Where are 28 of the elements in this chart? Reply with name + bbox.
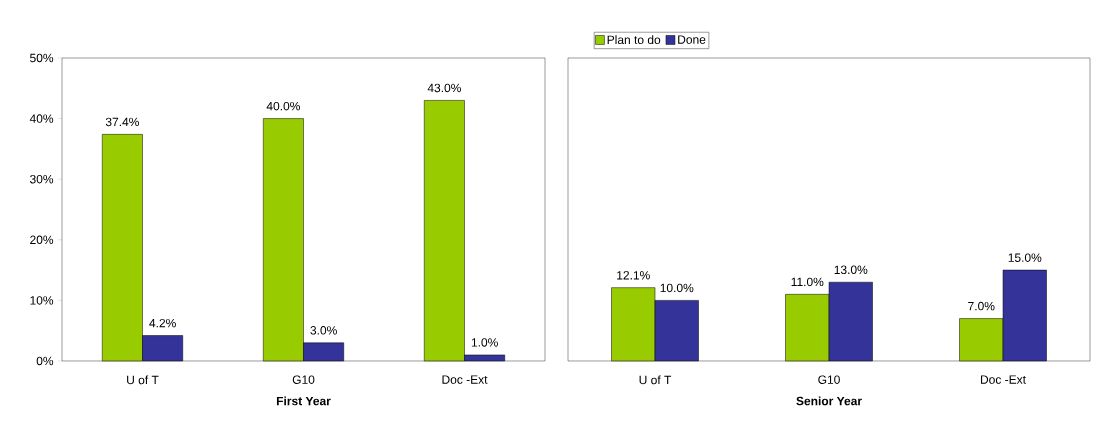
data-label: 12.1% bbox=[617, 271, 650, 280]
x-tick-label: Doc -Ext bbox=[442, 375, 488, 384]
x-tick-label: U of T bbox=[127, 375, 159, 385]
data-label: 40.0% bbox=[266, 101, 300, 111]
data-label: 3.0% bbox=[310, 326, 337, 335]
data-label: 11.0% bbox=[791, 277, 824, 287]
data-label: 15.0% bbox=[1008, 253, 1042, 262]
y-tick-label: 20% bbox=[30, 235, 54, 245]
y-tick-label: 10% bbox=[30, 296, 54, 305]
data-label: 43.0% bbox=[427, 83, 461, 93]
x-axis-title: First Year bbox=[276, 396, 331, 406]
y-tick-label: 40% bbox=[29, 114, 54, 123]
data-label: 10.0% bbox=[660, 283, 694, 293]
legend-label: Plan to do bbox=[607, 35, 661, 45]
legend-label: Done bbox=[678, 35, 706, 44]
data-label: 1.0% bbox=[471, 338, 498, 347]
y-tick-label: 0% bbox=[36, 356, 54, 366]
x-tick-label: U of T bbox=[639, 375, 672, 385]
data-label: 7.0% bbox=[968, 301, 995, 311]
y-tick-label: 30% bbox=[30, 174, 54, 184]
x-axis-title: Senior Year bbox=[796, 396, 862, 406]
x-tick-label: Doc -Ext bbox=[980, 375, 1026, 384]
data-label: 13.0% bbox=[834, 265, 868, 275]
data-label: 37.4% bbox=[105, 117, 139, 127]
x-tick-label: G10 bbox=[292, 375, 315, 384]
y-tick-label: 50% bbox=[30, 53, 54, 63]
x-tick-label: G10 bbox=[818, 375, 840, 384]
data-label: 4.2% bbox=[149, 318, 176, 328]
